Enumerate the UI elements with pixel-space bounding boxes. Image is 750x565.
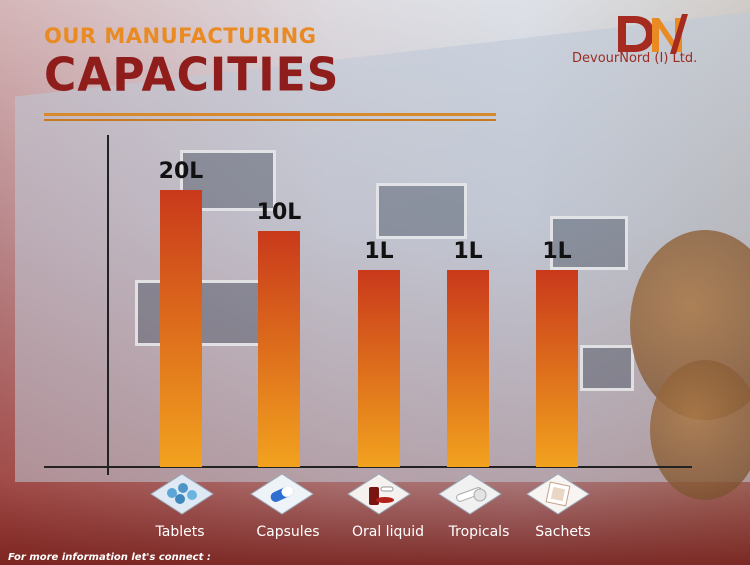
category-label-oral-liquid: Oral liquid xyxy=(351,524,424,540)
category-label-capsules: Capsules xyxy=(256,524,320,540)
bar-tropicals xyxy=(447,270,489,467)
tablets-icon xyxy=(150,473,214,515)
bar-tablets xyxy=(160,190,202,467)
data-label-sachets: 1L xyxy=(542,239,571,264)
title-underline-2 xyxy=(44,119,496,121)
window xyxy=(376,183,467,239)
data-label-tropicals: 1L xyxy=(453,239,482,264)
data-label-oral-liquid: 1L xyxy=(364,239,393,264)
logo-icon xyxy=(618,14,688,54)
footer-contact-text: For more information let's connect : xyxy=(8,552,211,563)
headline-kicker: OUR MANUFACTURING xyxy=(44,24,317,48)
category-label-tropicals: Tropicals xyxy=(448,524,510,540)
window xyxy=(550,216,628,270)
capsules-icon xyxy=(250,473,314,515)
bar-capsules xyxy=(258,231,300,467)
category-label-sachets: Sachets xyxy=(535,524,591,540)
category-label-tablets: Tablets xyxy=(155,524,205,540)
bar-oral-liquid xyxy=(358,270,400,467)
oral-liquid-icon xyxy=(347,473,411,515)
sachets-icon xyxy=(526,473,590,515)
tree xyxy=(650,360,750,500)
tropicals-icon xyxy=(438,473,502,515)
title-underline xyxy=(44,113,496,116)
window xyxy=(580,345,634,391)
data-label-tablets: 20L xyxy=(159,159,204,184)
data-label-capsules: 10L xyxy=(257,200,302,225)
brand-name: DevourNord (I) Ltd. xyxy=(572,51,698,66)
headline-title: CAPACITIES xyxy=(44,48,340,103)
bar-sachets xyxy=(536,270,578,467)
